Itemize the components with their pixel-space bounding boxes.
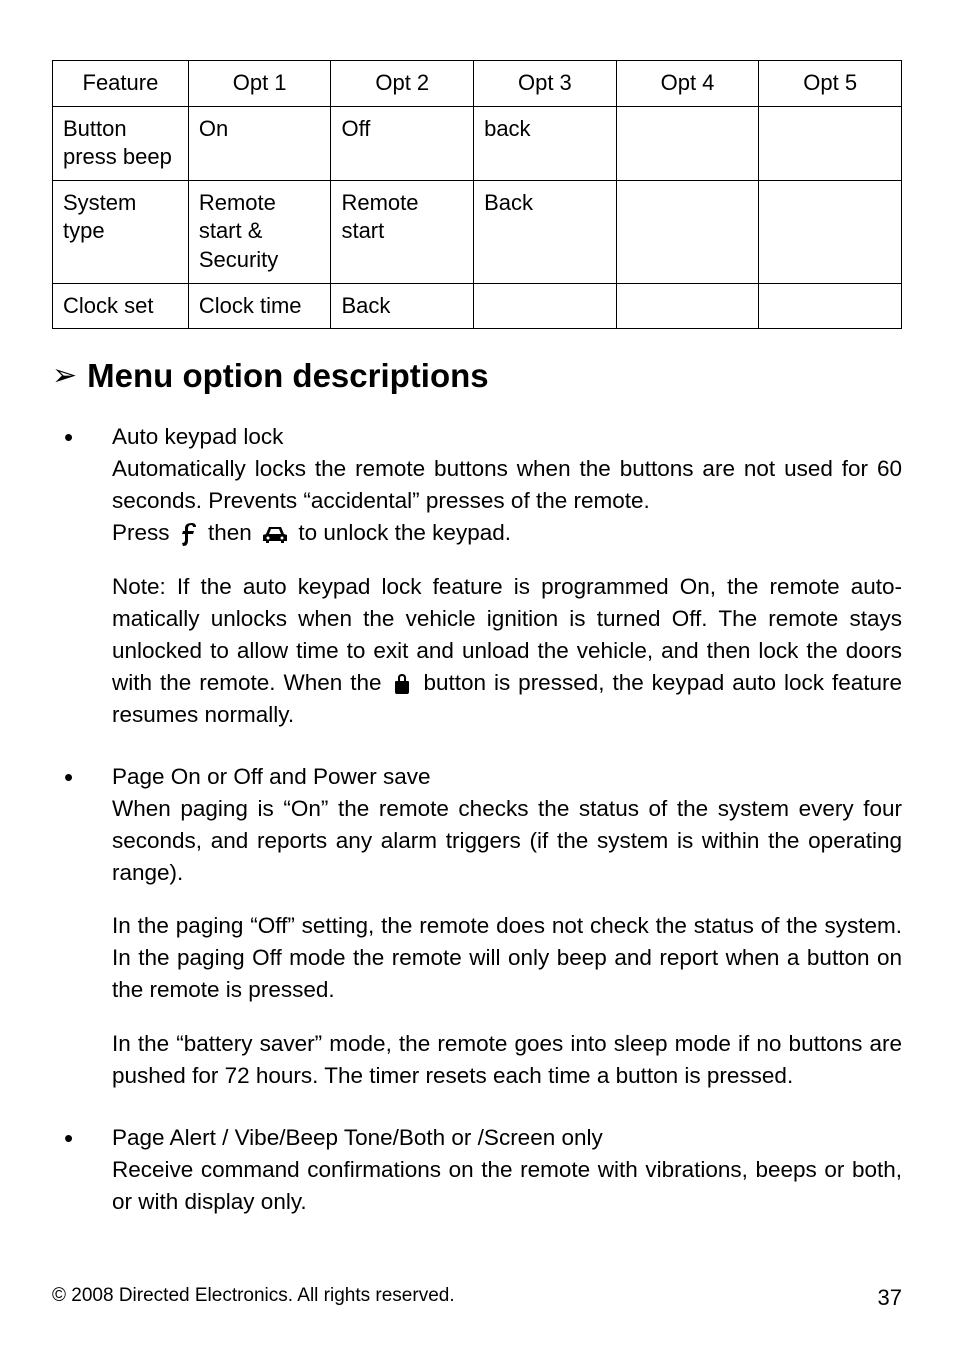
cell bbox=[474, 283, 617, 329]
th-opt4: Opt 4 bbox=[616, 61, 759, 107]
item-title: Page On or Off and Power save bbox=[112, 764, 431, 789]
list-item: Page On or Off and Power save When pagin… bbox=[60, 761, 902, 1092]
bullet-list: Auto keypad lock Automatically locks the… bbox=[52, 421, 902, 1218]
f-key-icon bbox=[178, 519, 200, 549]
table-body: Button press beep On Off back System typ… bbox=[53, 106, 902, 329]
th-feature: Feature bbox=[53, 61, 189, 107]
copyright-text: © 2008 Directed Electronics. All rights … bbox=[52, 1285, 455, 1311]
body2-strong: not bbox=[552, 913, 583, 938]
paragraph: In the “battery saver” mode, the remote … bbox=[112, 1028, 902, 1092]
list-item: Page Alert / Vibe/Beep Tone/Both or /Scr… bbox=[60, 1122, 902, 1218]
cell bbox=[616, 283, 759, 329]
cell: Back bbox=[331, 283, 474, 329]
press-prefix: Press bbox=[112, 520, 176, 545]
press-mid: then bbox=[208, 520, 258, 545]
item-title: Auto keypad lock bbox=[112, 424, 283, 449]
section-heading-text: Menu option descriptions bbox=[87, 357, 489, 395]
item-body: When paging is “On” the remote checks th… bbox=[112, 796, 902, 885]
chevron-icon: ➢ bbox=[52, 361, 77, 391]
cell bbox=[759, 283, 902, 329]
cell: Button press beep bbox=[53, 106, 189, 180]
table-row: Clock set Clock time Back bbox=[53, 283, 902, 329]
cell: Clock set bbox=[53, 283, 189, 329]
cell bbox=[759, 180, 902, 283]
options-table: Feature Opt 1 Opt 2 Opt 3 Opt 4 Opt 5 Bu… bbox=[52, 60, 902, 329]
cell bbox=[759, 106, 902, 180]
body2a: In the paging “Off” setting, the remote … bbox=[112, 913, 552, 938]
table-row: System type Remote start & Security Remo… bbox=[53, 180, 902, 283]
item-body: Receive command confirmations on the rem… bbox=[112, 1157, 902, 1214]
note-paragraph: Note: If the auto keypad lock feature is… bbox=[112, 571, 902, 731]
page-container: Feature Opt 1 Opt 2 Opt 3 Opt 4 Opt 5 Bu… bbox=[0, 0, 954, 1359]
lock-icon bbox=[391, 671, 413, 697]
cell: back bbox=[474, 106, 617, 180]
press-suffix: to unlock the keypad. bbox=[298, 520, 511, 545]
paragraph: In the paging “Off” setting, the remote … bbox=[112, 910, 902, 1006]
cell bbox=[616, 180, 759, 283]
page-number: 37 bbox=[878, 1285, 902, 1311]
cell: On bbox=[188, 106, 331, 180]
cell bbox=[616, 106, 759, 180]
item-title: Page Alert / Vibe/Beep Tone/Both or /Scr… bbox=[112, 1125, 603, 1150]
list-item: Auto keypad lock Automatically locks the… bbox=[60, 421, 902, 731]
cell: Clock time bbox=[188, 283, 331, 329]
cell: Remote start & Security bbox=[188, 180, 331, 283]
cell: Back bbox=[474, 180, 617, 283]
table-header-row: Feature Opt 1 Opt 2 Opt 3 Opt 4 Opt 5 bbox=[53, 61, 902, 107]
car-icon bbox=[260, 522, 290, 546]
th-opt3: Opt 3 bbox=[474, 61, 617, 107]
body3: In the “battery saver” mode, the remote … bbox=[112, 1031, 902, 1088]
cell: Remote start bbox=[331, 180, 474, 283]
table-row: Button press beep On Off back bbox=[53, 106, 902, 180]
th-opt5: Opt 5 bbox=[759, 61, 902, 107]
item-body: Automatically locks the remote buttons w… bbox=[112, 456, 902, 513]
th-opt1: Opt 1 bbox=[188, 61, 331, 107]
page-footer: © 2008 Directed Electronics. All rights … bbox=[52, 1285, 902, 1311]
cell: System type bbox=[53, 180, 189, 283]
section-heading: ➢ Menu option descriptions bbox=[52, 357, 902, 395]
cell: Off bbox=[331, 106, 474, 180]
th-opt2: Opt 2 bbox=[331, 61, 474, 107]
note-label: Note bbox=[112, 574, 160, 599]
